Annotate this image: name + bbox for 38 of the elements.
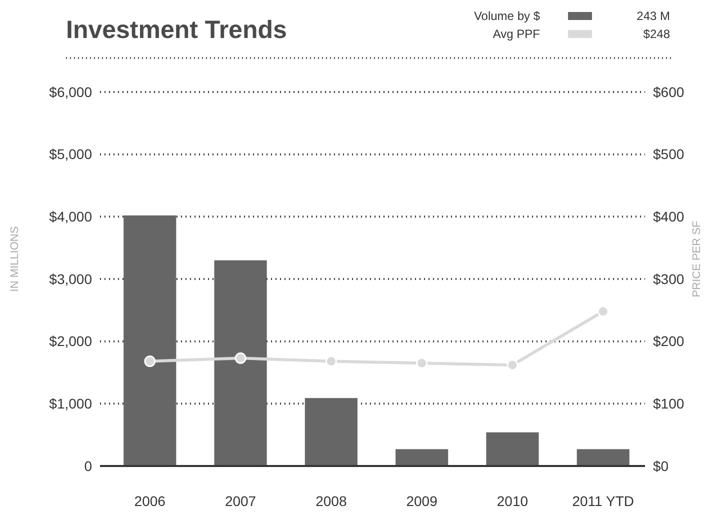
y2-tick-label: $0 bbox=[653, 458, 669, 474]
x-tick-label: 2008 bbox=[316, 493, 347, 509]
x-tick-label: 2006 bbox=[134, 493, 166, 509]
x-tick-label: 2010 bbox=[496, 493, 528, 509]
y2-tick-label: $100 bbox=[653, 396, 684, 412]
y2-tick-label: $600 bbox=[653, 84, 684, 100]
bar bbox=[124, 215, 176, 466]
y-tick-label: $6,000 bbox=[49, 84, 92, 100]
y-tick-label: $1,000 bbox=[49, 396, 92, 412]
x-tick-label: 2011 YTD bbox=[572, 493, 634, 509]
point bbox=[234, 352, 246, 364]
y-axis-title: IN MILLIONS bbox=[9, 226, 21, 292]
bar bbox=[214, 260, 267, 466]
x-tick-label: 2007 bbox=[224, 493, 256, 509]
bar bbox=[576, 449, 630, 466]
y-tick-label: 0 bbox=[84, 458, 92, 474]
x-tick-label: 2009 bbox=[406, 493, 438, 509]
bar bbox=[304, 398, 358, 466]
y-tick-label: $4,000 bbox=[49, 208, 92, 225]
y2-tick-label: $500 bbox=[653, 146, 684, 162]
y-tick-label: $3,000 bbox=[49, 270, 92, 287]
legend-label: Volume by $ bbox=[474, 9, 540, 23]
text: 243 M bbox=[636, 9, 670, 23]
bar bbox=[396, 449, 448, 466]
y2-tick-label: $400 bbox=[653, 208, 684, 225]
legend-label: Avg PPF bbox=[492, 27, 540, 41]
point bbox=[144, 356, 156, 368]
point bbox=[597, 306, 609, 318]
point bbox=[506, 359, 518, 371]
point bbox=[416, 357, 428, 369]
y2-tick-label: $300 bbox=[653, 270, 684, 287]
y-tick-label: $2,000 bbox=[49, 333, 92, 350]
chart-title: Investment Trends bbox=[66, 16, 287, 44]
y-tick-label: $5,000 bbox=[49, 146, 92, 162]
text: $248 bbox=[643, 27, 670, 41]
y2-tick-label: $200 bbox=[653, 333, 684, 350]
y2-axis-title: PRICE PER SF bbox=[691, 220, 703, 298]
bar bbox=[486, 432, 539, 466]
